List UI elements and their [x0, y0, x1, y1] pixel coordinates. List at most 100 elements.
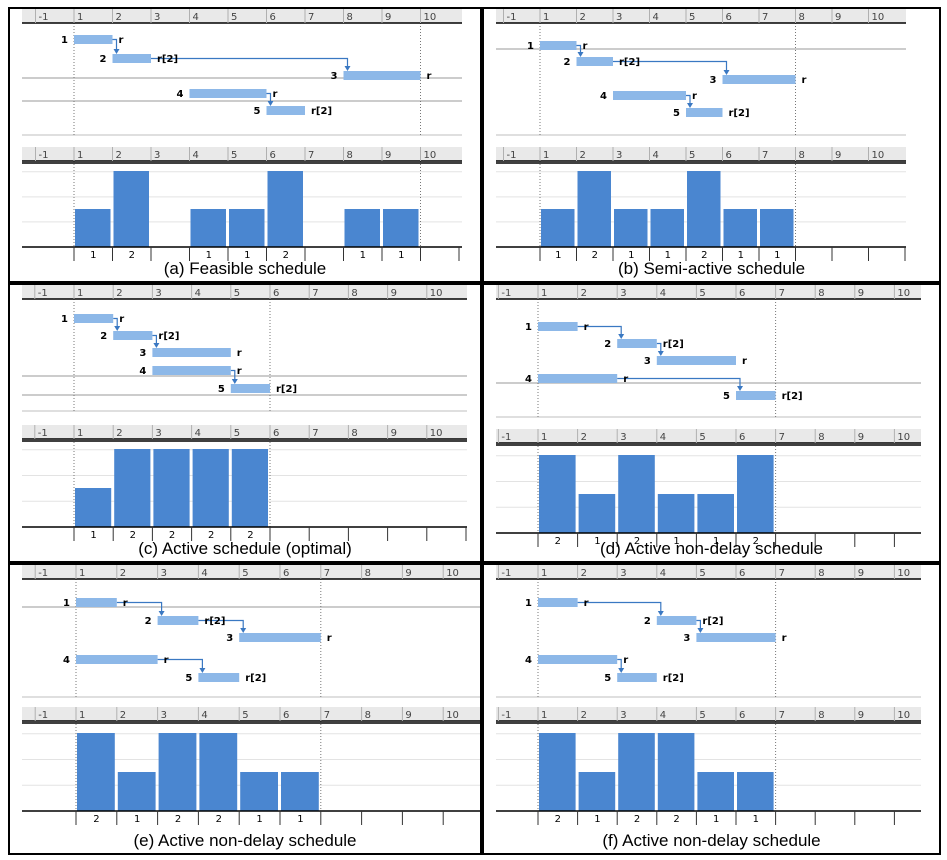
- resource-bar[interactable]: [113, 171, 150, 247]
- task-bar[interactable]: [613, 91, 686, 100]
- task-bar[interactable]: [189, 89, 267, 98]
- resource-bar[interactable]: [539, 733, 576, 811]
- resource-tag: r: [237, 366, 242, 377]
- ruler-background: [496, 9, 906, 23]
- resource-value-label: 1: [297, 814, 303, 825]
- task-bar[interactable]: [266, 106, 306, 115]
- resource-bar[interactable]: [657, 494, 695, 533]
- resource-bar[interactable]: [657, 733, 695, 811]
- task-bar[interactable]: [74, 35, 113, 44]
- ruler-tick-label: 8: [347, 12, 353, 23]
- ruler-tick-label: 10: [872, 12, 885, 23]
- task-bar[interactable]: [538, 322, 578, 331]
- resource-bar[interactable]: [697, 772, 734, 811]
- resource-bar[interactable]: [77, 733, 115, 811]
- resource-bar[interactable]: [737, 455, 774, 533]
- task-bar[interactable]: [617, 673, 657, 682]
- task-bar[interactable]: [113, 331, 153, 340]
- resource-bar[interactable]: [618, 455, 655, 533]
- task-bar[interactable]: [152, 348, 231, 357]
- resource-bar[interactable]: [687, 171, 721, 247]
- resource-bar[interactable]: [650, 209, 685, 247]
- task-bar[interactable]: [343, 71, 421, 80]
- schedule-view: 1 r 2 r[2] 3 r 4 r 5 r[2] -1 1 2 3 4 5 6 7 8 9 10 1 2 2 2 2 -1 1 2 3 4…: [22, 285, 467, 545]
- task-bar[interactable]: [152, 366, 231, 375]
- resource-tag: r: [802, 75, 807, 86]
- task-bar[interactable]: [538, 374, 618, 383]
- resource-bar[interactable]: [344, 209, 381, 247]
- task-bar[interactable]: [239, 633, 321, 642]
- resource-bar[interactable]: [541, 209, 575, 247]
- resource-bar[interactable]: [578, 772, 616, 811]
- resource-bar[interactable]: [539, 455, 576, 533]
- resource-bar[interactable]: [760, 209, 794, 247]
- dependency-link: [686, 94, 691, 106]
- time-ruler: -1 1 2 3 4 5 6 7 8 9 10: [22, 565, 480, 580]
- resource-bar[interactable]: [240, 772, 278, 811]
- task-bar[interactable]: [538, 598, 578, 607]
- resource-bar[interactable]: [578, 494, 616, 533]
- task-label: 4: [139, 366, 146, 377]
- resource-bar[interactable]: [117, 772, 156, 811]
- resource-bar[interactable]: [267, 171, 304, 247]
- resource-bar[interactable]: [383, 209, 419, 247]
- task-bar[interactable]: [157, 616, 199, 625]
- task-label: 3: [710, 75, 717, 86]
- task-bar[interactable]: [686, 108, 723, 117]
- task-bar[interactable]: [617, 339, 657, 348]
- resource-bar[interactable]: [281, 772, 319, 811]
- panel-c: 1 r 2 r[2] 3 r 4 r 5 r[2] -1 1 2 3 4 5 6 7 8 9 10 1 2 2 2 2 -1 1 2 3 4…: [8, 283, 482, 563]
- time-ruler: -1 1 2 3 4 5 6 7 8 9 10: [22, 285, 467, 300]
- task-bar[interactable]: [230, 384, 270, 393]
- task-label: 3: [139, 348, 146, 359]
- resource-bar[interactable]: [614, 209, 648, 247]
- resource-bar[interactable]: [158, 733, 197, 811]
- ruler-tick-label: 5: [242, 710, 248, 721]
- resource-bar[interactable]: [229, 209, 265, 247]
- task-bar[interactable]: [538, 655, 618, 664]
- task-bar[interactable]: [540, 41, 577, 50]
- ruler-tick-label: 6: [726, 12, 732, 23]
- task-label: 3: [226, 633, 233, 644]
- ruler-tick-label: -1: [501, 288, 511, 299]
- panel-caption: (b) Semi-active schedule: [617, 259, 806, 278]
- ruler-tick-label: 10: [424, 12, 437, 23]
- resource-bar[interactable]: [192, 449, 229, 527]
- schedule-view: 1 r 2 r[2] 3 r 4 r 5 r[2] -1 1 2 3 4 5 6 7 8 9 10 2 1 2 1 1 2 -1 1 2 3…: [496, 285, 921, 551]
- task-bar[interactable]: [656, 356, 736, 365]
- resource-bar[interactable]: [153, 449, 190, 527]
- gantt-chart: 1 r2 r[2]3 r4 r5 r[2]: [22, 565, 480, 698]
- resource-bar[interactable]: [618, 733, 655, 811]
- time-ruler: -1 1 2 3 4 5 6 7 8 9 10: [22, 147, 462, 162]
- task-bar[interactable]: [198, 673, 240, 682]
- task-bar[interactable]: [576, 57, 614, 66]
- task-bar[interactable]: [656, 616, 697, 625]
- task-bar[interactable]: [722, 75, 796, 84]
- resource-bar[interactable]: [723, 209, 758, 247]
- resource-bar[interactable]: [75, 209, 111, 247]
- resource-chart: 2 1 2 1 1 2: [496, 429, 921, 549]
- resource-bar[interactable]: [75, 488, 112, 527]
- resource-bar[interactable]: [190, 209, 227, 247]
- ruler-tick-label: 8: [351, 288, 357, 299]
- resource-bar[interactable]: [577, 171, 612, 247]
- ruler-background: [22, 285, 467, 299]
- task-bar[interactable]: [112, 54, 152, 63]
- resource-bar[interactable]: [231, 449, 268, 527]
- ruler-tick-label: 10: [872, 150, 885, 161]
- resource-bar[interactable]: [697, 494, 734, 533]
- task-bar[interactable]: [76, 655, 158, 664]
- ruler-tick-label: 5: [699, 432, 705, 443]
- resource-tag: r: [742, 356, 747, 367]
- resource-value-label: 1: [774, 250, 780, 261]
- resource-bar[interactable]: [737, 772, 774, 811]
- task-bar[interactable]: [736, 391, 776, 400]
- resource-value-label: 1: [673, 536, 679, 547]
- task-bar[interactable]: [74, 314, 114, 323]
- task-bar[interactable]: [76, 598, 117, 607]
- task-bar[interactable]: [696, 633, 776, 642]
- resource-value-label: 2: [555, 536, 561, 547]
- resource-bar[interactable]: [114, 449, 151, 527]
- resource-bar[interactable]: [199, 733, 238, 811]
- schedule-svg: 1 r 2 r[2] 3 r 4 r 5 r[2] -1 1 2 3 4 5 6 7 8 9 10 1 2 2 2 2 -1 1 2 3 4…: [22, 285, 467, 543]
